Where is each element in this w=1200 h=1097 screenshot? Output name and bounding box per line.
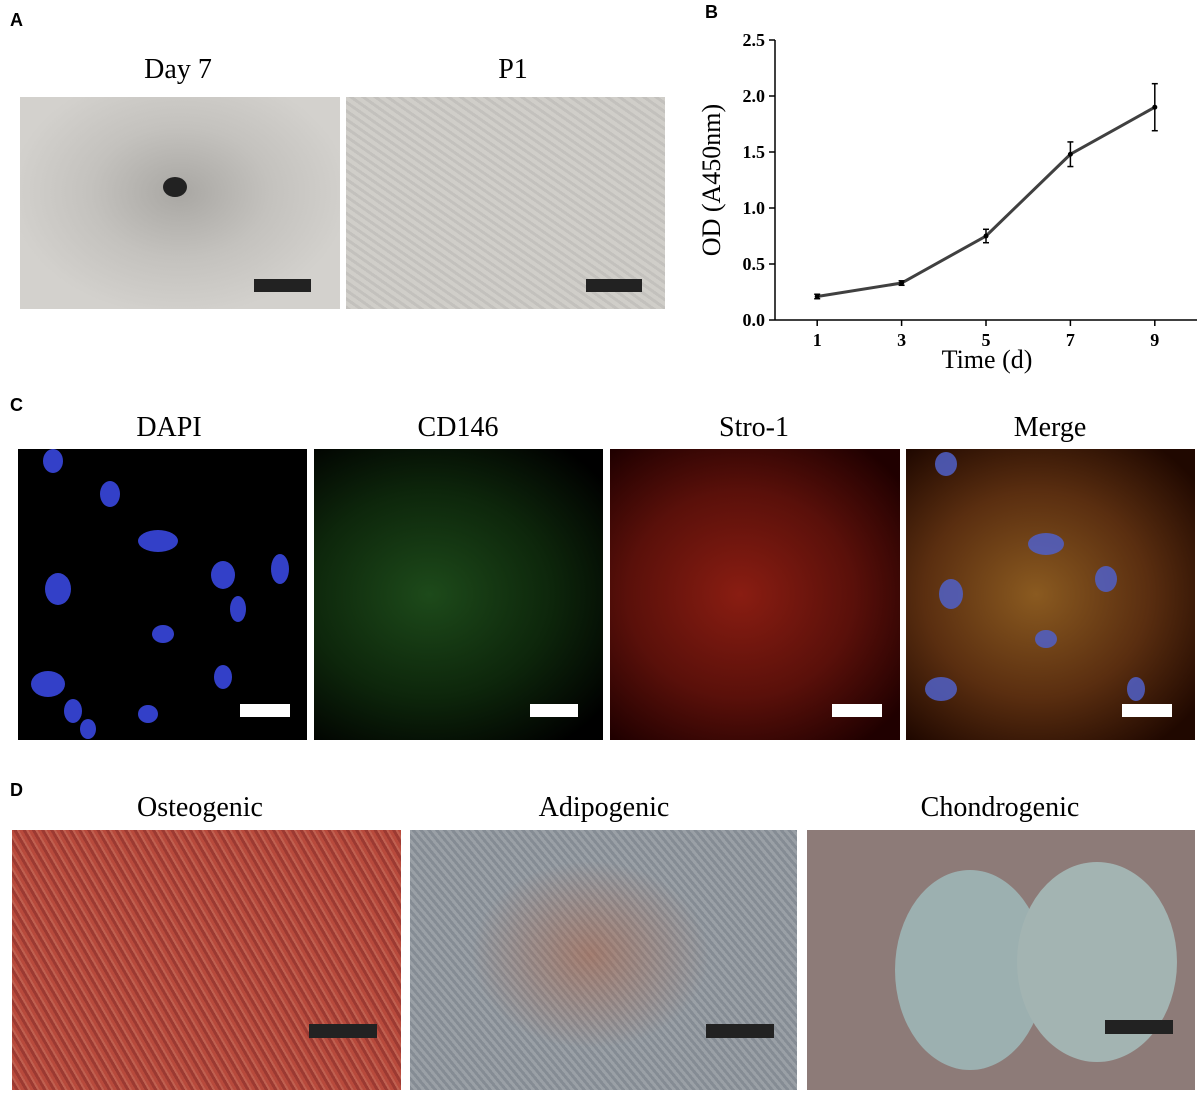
y-tick-label: 0.5 xyxy=(743,254,766,274)
x-tick-label: 5 xyxy=(982,330,991,350)
micrograph xyxy=(610,449,900,740)
image-title: Osteogenic xyxy=(137,792,263,823)
data-point xyxy=(983,233,989,239)
x-tick-label: 9 xyxy=(1150,330,1159,350)
x-axis-label: Time (d) xyxy=(942,345,1033,374)
y-tick-label: 1.0 xyxy=(743,198,766,218)
image-title: Adipogenic xyxy=(538,792,670,823)
micrograph xyxy=(18,449,307,740)
image-title: DAPI xyxy=(136,412,202,443)
x-tick-label: 3 xyxy=(897,330,906,350)
micrograph xyxy=(12,830,401,1090)
data-point xyxy=(814,293,820,299)
micrograph xyxy=(807,830,1195,1090)
y-tick-label: 2.5 xyxy=(743,30,766,50)
micrograph xyxy=(20,97,340,309)
image-title: Day 7 xyxy=(144,54,212,85)
data-line xyxy=(816,105,1156,298)
micrograph xyxy=(314,449,603,740)
x-tick-label: 1 xyxy=(813,330,822,350)
panel-label: A xyxy=(10,10,23,30)
image-title: Merge xyxy=(1013,412,1087,443)
chart: B Time (d) OD (A450nm) 0.0 0.5 1.0 1.5 2.0 2.… xyxy=(697,2,1197,374)
panel-label: D xyxy=(10,780,23,800)
image-title: Chondrogenic xyxy=(920,792,1080,823)
data-point xyxy=(1067,151,1073,157)
data-point xyxy=(1152,104,1158,110)
y-tick-label: 2.0 xyxy=(743,86,766,106)
panel-label: C xyxy=(10,395,23,415)
panel-label: B xyxy=(705,2,718,22)
data-point xyxy=(899,280,905,286)
micrograph xyxy=(346,97,665,309)
image-title: Stro-1 xyxy=(719,412,789,443)
micrograph xyxy=(410,830,797,1090)
image-title: P1 xyxy=(498,54,528,85)
y-tick-label: 0.0 xyxy=(743,310,766,330)
x-tick-label: 7 xyxy=(1066,330,1075,350)
micrograph xyxy=(906,449,1195,740)
y-axis-label: OD (A450nm) xyxy=(697,104,726,256)
image-title: CD146 xyxy=(417,412,499,443)
y-tick-label: 1.5 xyxy=(743,142,766,162)
